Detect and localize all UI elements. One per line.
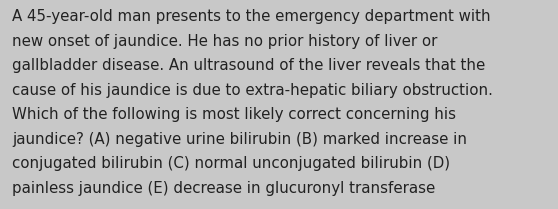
Text: cause of his jaundice is due to extra-hepatic biliary obstruction.: cause of his jaundice is due to extra-he… — [12, 83, 493, 98]
Text: new onset of jaundice. He has no prior history of liver or: new onset of jaundice. He has no prior h… — [12, 34, 437, 49]
Text: gallbladder disease. An ultrasound of the liver reveals that the: gallbladder disease. An ultrasound of th… — [12, 58, 485, 73]
Text: conjugated bilirubin (C) normal unconjugated bilirubin (D): conjugated bilirubin (C) normal unconjug… — [12, 156, 450, 171]
Text: painless jaundice (E) decrease in glucuronyl transferase: painless jaundice (E) decrease in glucur… — [12, 181, 436, 196]
Text: A 45-year-old man presents to the emergency department with: A 45-year-old man presents to the emerge… — [12, 9, 491, 24]
Text: jaundice? (A) negative urine bilirubin (B) marked increase in: jaundice? (A) negative urine bilirubin (… — [12, 132, 467, 147]
Text: Which of the following is most likely correct concerning his: Which of the following is most likely co… — [12, 107, 456, 122]
